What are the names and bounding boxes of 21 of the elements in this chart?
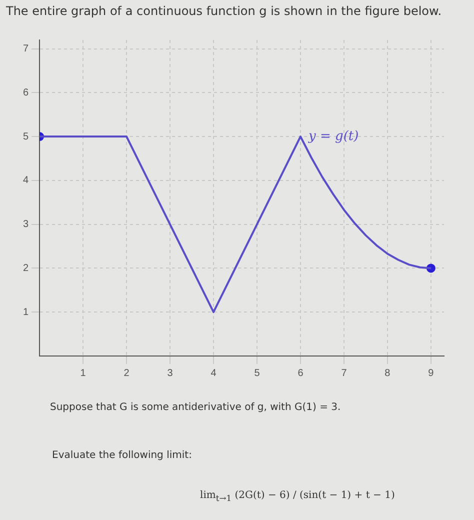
x-tick-label: 5 — [254, 368, 260, 379]
text: Suppose that G is some antiderivative of g, with G(1) = 3. — [50, 402, 341, 413]
y-tick-label: 1 — [23, 306, 29, 318]
text: Evaluate the following limit: — [52, 450, 192, 461]
chart-title: The entire graph of a continuous function g is shown in the figure below. — [5, 3, 443, 20]
y-tick-label: 6 — [23, 87, 29, 98]
series-label: y = g(t) — [307, 128, 359, 144]
y-tick-label: 4 — [23, 175, 29, 186]
y-tick-label: 3 — [23, 219, 29, 230]
x-tick-label: 7 — [341, 368, 348, 379]
y-tick-label: 7 — [23, 44, 29, 55]
y-tick-label: 5 — [23, 131, 29, 142]
x-tick-label: 9 — [428, 368, 434, 379]
x-tick-label: 3 — [167, 368, 174, 379]
x-tick-label: 6 — [298, 368, 304, 379]
x-tick-label: 8 — [384, 368, 391, 379]
x-tick-label: 1 — [80, 368, 86, 379]
x-tick-label: 4 — [210, 368, 217, 379]
x-tick-label: 2 — [124, 368, 130, 379]
y-tick-label: 2 — [23, 262, 29, 274]
text: lim$_{t→1}$ (2G(t) − 6) / (sin(t − 1) + t − 1) — [200, 490, 395, 503]
